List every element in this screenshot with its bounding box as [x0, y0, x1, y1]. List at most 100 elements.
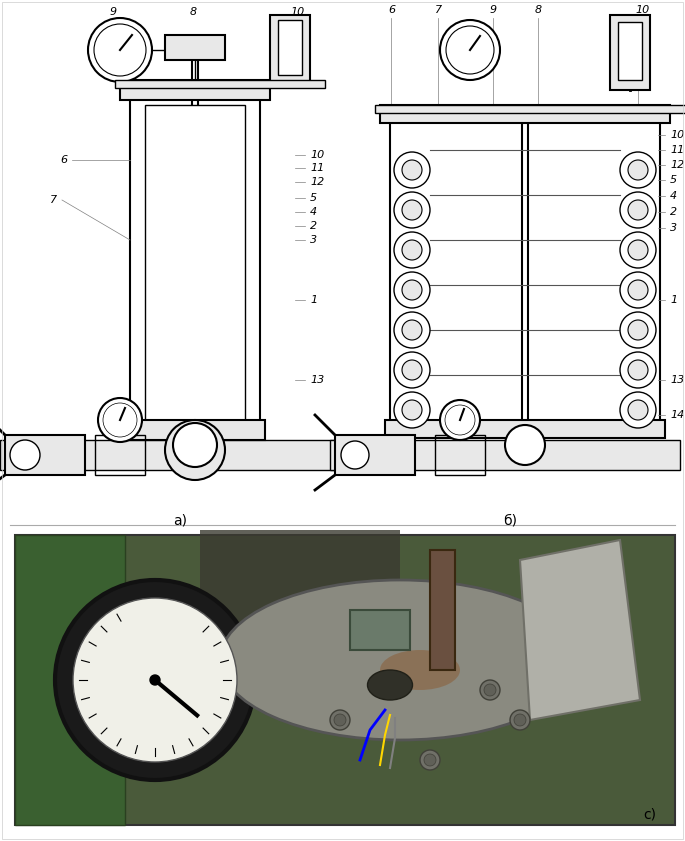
Text: 9: 9 [110, 7, 117, 17]
Circle shape [165, 420, 225, 480]
Text: 3: 3 [670, 223, 677, 233]
Ellipse shape [367, 670, 412, 700]
Bar [335, 435, 415, 475]
Bar [330, 440, 680, 470]
Text: 10: 10 [310, 150, 324, 160]
Circle shape [628, 320, 648, 340]
Circle shape [484, 684, 496, 696]
Circle shape [173, 423, 217, 467]
Text: 10: 10 [670, 130, 684, 140]
Circle shape [402, 320, 422, 340]
Bar [15, 535, 125, 825]
Circle shape [628, 400, 648, 420]
Text: 14: 14 [670, 410, 684, 420]
Circle shape [330, 710, 350, 730]
Circle shape [402, 360, 422, 380]
Circle shape [620, 272, 656, 308]
Ellipse shape [380, 650, 460, 690]
Circle shape [420, 750, 440, 770]
Circle shape [620, 192, 656, 228]
Text: 1: 1 [310, 295, 317, 305]
Text: a): a) [173, 513, 187, 527]
Circle shape [341, 441, 369, 469]
Text: 13: 13 [310, 375, 324, 385]
Circle shape [88, 18, 152, 82]
Circle shape [73, 598, 237, 762]
Circle shape [394, 352, 430, 388]
Text: 2: 2 [310, 221, 317, 231]
Bar [145, 220, 245, 410]
Circle shape [514, 714, 526, 726]
Circle shape [402, 280, 422, 300]
Circle shape [394, 272, 430, 308]
Bar [5, 435, 85, 475]
Text: 12: 12 [310, 177, 324, 187]
Circle shape [402, 200, 422, 220]
Text: 6: 6 [60, 155, 67, 165]
Bar [350, 610, 410, 650]
Bar [278, 20, 302, 75]
Bar [165, 35, 225, 60]
Bar [125, 420, 265, 440]
Circle shape [628, 360, 648, 380]
Text: 11: 11 [310, 163, 324, 173]
Circle shape [620, 352, 656, 388]
Text: 6: 6 [388, 5, 395, 15]
Circle shape [510, 710, 530, 730]
Bar [95, 435, 145, 475]
Text: 4: 4 [310, 207, 317, 217]
Text: 8: 8 [190, 7, 197, 17]
Text: 1: 1 [670, 295, 677, 305]
Circle shape [628, 240, 648, 260]
Text: 4: 4 [670, 191, 677, 201]
Circle shape [620, 152, 656, 188]
Polygon shape [520, 540, 640, 720]
Bar [270, 15, 310, 85]
Text: 13: 13 [670, 375, 684, 385]
Circle shape [150, 675, 160, 685]
Bar [15, 535, 675, 825]
Circle shape [10, 440, 40, 470]
Circle shape [440, 400, 480, 440]
Circle shape [394, 192, 430, 228]
Bar [440, 290, 610, 420]
Circle shape [628, 160, 648, 180]
Bar [120, 80, 270, 100]
Text: 8: 8 [535, 5, 542, 15]
Circle shape [440, 20, 500, 80]
Text: 7: 7 [435, 5, 442, 15]
Circle shape [334, 714, 346, 726]
Bar [618, 22, 642, 80]
Circle shape [394, 152, 430, 188]
Bar [200, 530, 400, 630]
Circle shape [402, 240, 422, 260]
Text: 11: 11 [670, 145, 684, 155]
Bar [385, 420, 665, 438]
Circle shape [98, 398, 142, 442]
Bar [435, 435, 485, 475]
Text: c): c) [643, 808, 656, 822]
Circle shape [480, 680, 500, 700]
Bar [145, 105, 245, 420]
Text: 10: 10 [290, 7, 304, 17]
Circle shape [620, 312, 656, 348]
Text: б): б) [503, 513, 517, 527]
Circle shape [394, 312, 430, 348]
Circle shape [402, 400, 422, 420]
Bar [375, 105, 685, 113]
Bar [115, 80, 325, 88]
Bar [130, 95, 260, 430]
Circle shape [94, 24, 146, 76]
Circle shape [402, 160, 422, 180]
Bar [380, 105, 670, 123]
Circle shape [628, 200, 648, 220]
Ellipse shape [220, 580, 580, 740]
Text: 5: 5 [670, 175, 677, 185]
Circle shape [620, 232, 656, 268]
Circle shape [55, 580, 255, 780]
Text: 12: 12 [670, 160, 684, 170]
Circle shape [620, 392, 656, 428]
Bar [610, 15, 650, 90]
Text: 9: 9 [490, 5, 497, 15]
Circle shape [505, 425, 545, 465]
